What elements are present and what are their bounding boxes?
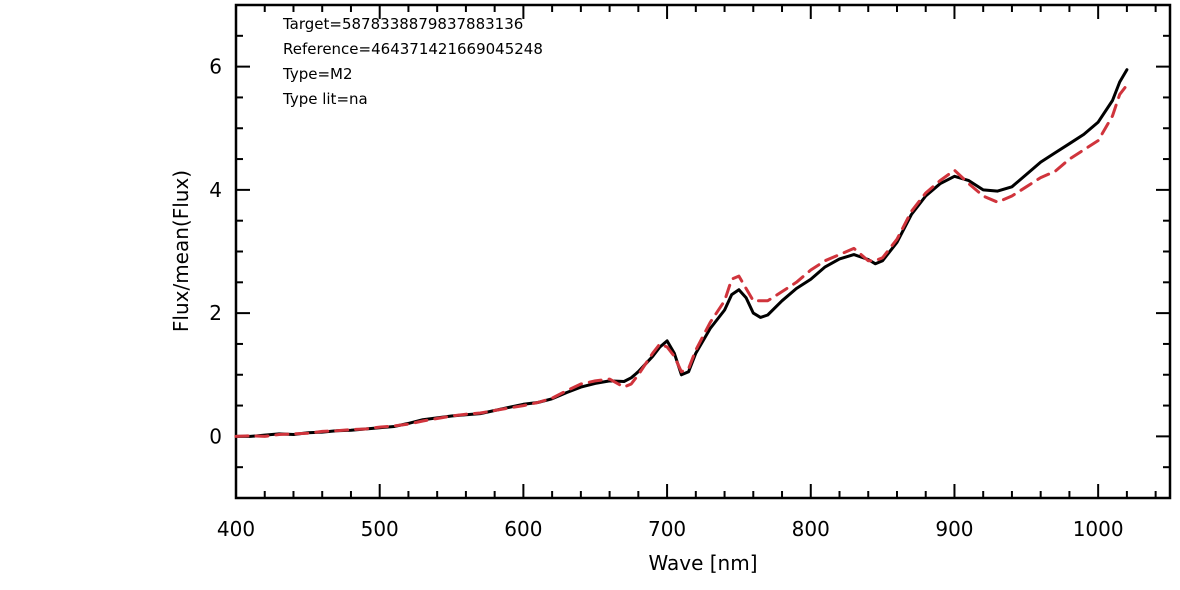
annotation-text: Type lit=na (282, 90, 368, 108)
x-tick-label: 900 (935, 517, 973, 541)
x-tick-label: 700 (648, 517, 686, 541)
annotation-text: Reference=464371421669045248 (283, 40, 543, 58)
annotation-text: Type=M2 (282, 65, 353, 83)
annotation-text: Target=587833887983788313​6 (282, 15, 523, 33)
axis-ticks (235, 4, 1170, 499)
y-tick-label: 4 (209, 178, 222, 202)
target-spectrum-line (234, 68, 1129, 438)
y-axis-label: Flux/mean(Flux) (169, 170, 193, 332)
x-tick-label: 500 (361, 517, 399, 541)
annotations: Target=587833887983788313​6 Reference=464… (282, 15, 543, 108)
series-layer (234, 68, 1129, 438)
x-tick-label: 600 (504, 517, 542, 541)
y-tick-label: 6 (209, 55, 222, 79)
x-axis-label: Wave [nm] (648, 551, 757, 575)
tick-labels: 400 500 600 700 800 900 1000 0 2 4 6 (209, 55, 1123, 541)
x-tick-label: 800 (792, 517, 830, 541)
plot-frame (234, 3, 1172, 500)
y-tick-label: 2 (209, 301, 222, 325)
x-tick-label: 1000 (1073, 517, 1124, 541)
x-tick-label: 400 (217, 517, 255, 541)
reference-spectrum-line (234, 83, 1129, 438)
y-tick-label: 0 (209, 424, 222, 448)
